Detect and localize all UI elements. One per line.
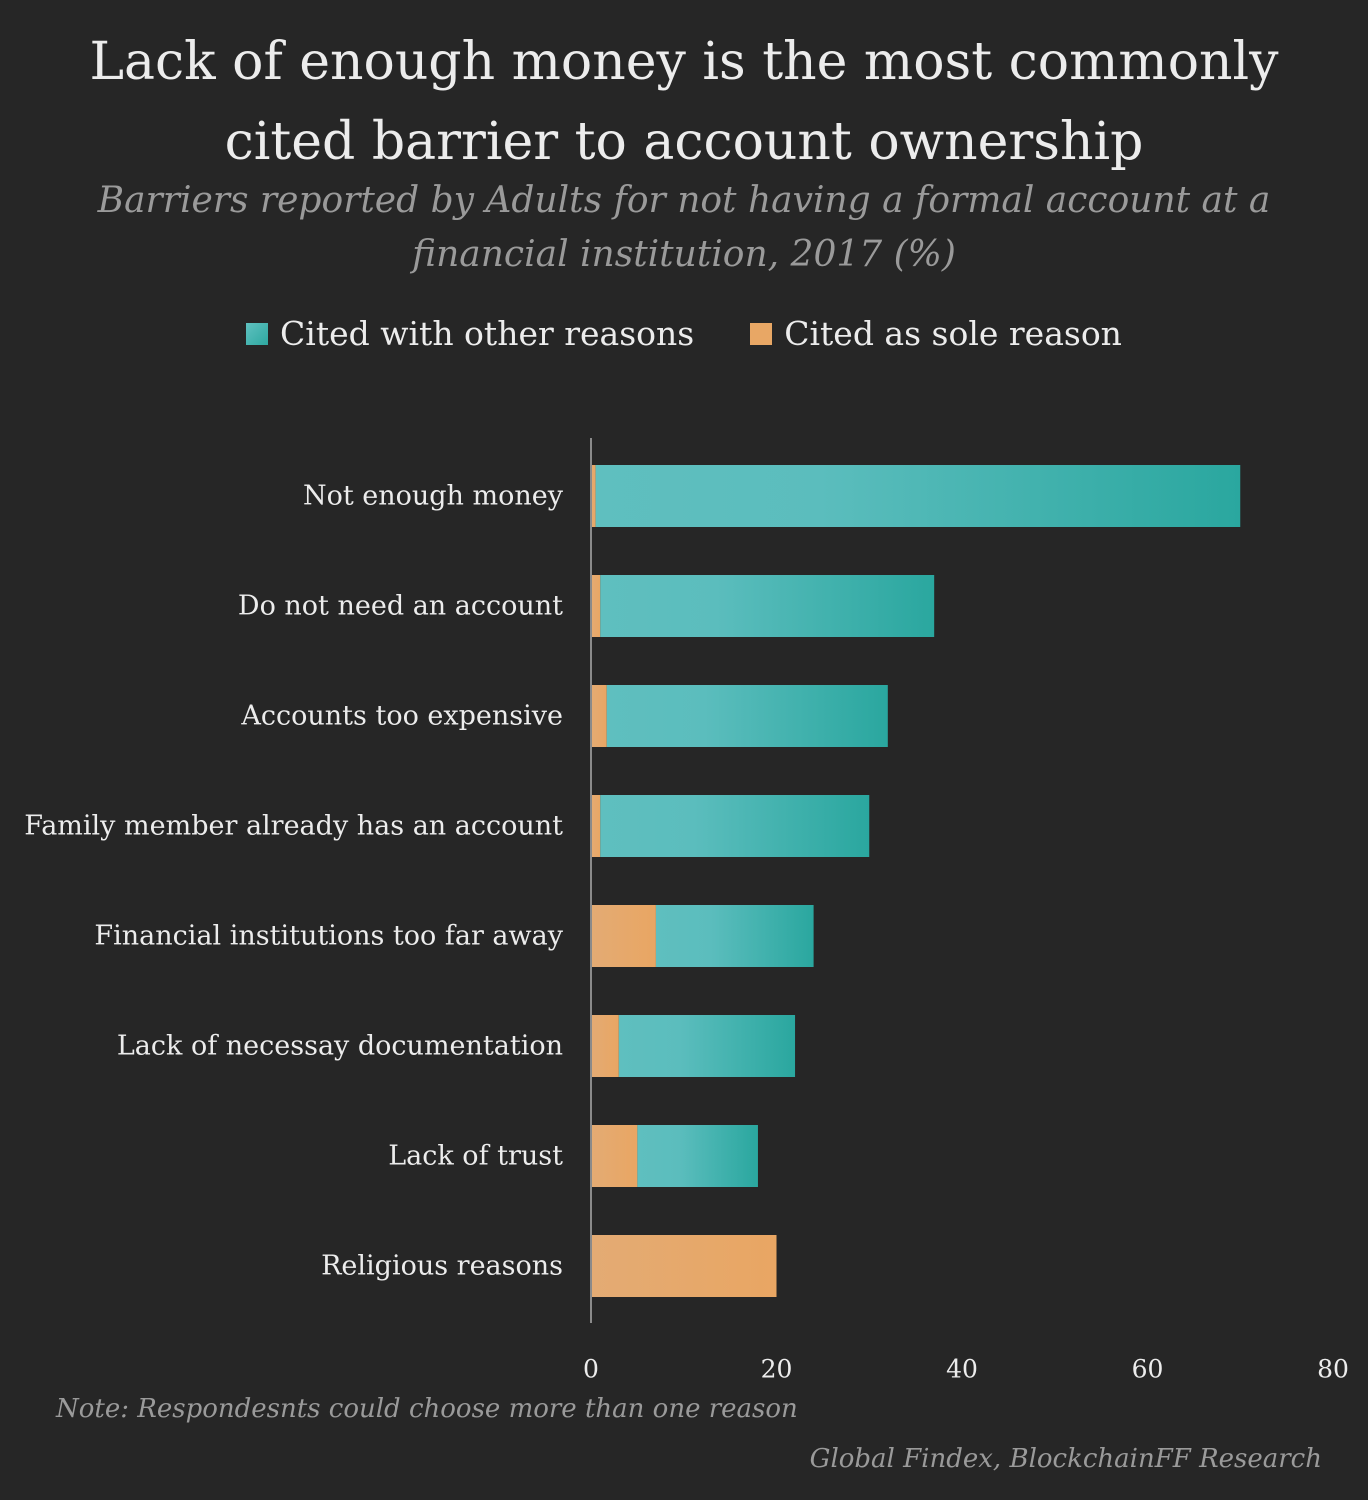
chart-subtitle-line-1: Barriers reported by Adults for not havi… [97,180,1271,221]
chart-title: Lack of enough money is the most commonl… [0,22,1368,182]
bar-do-not-need-an-account-cited-with-other-reasons [600,575,935,637]
chart-title-line-2: cited barrier to account ownership [224,112,1144,172]
bar-financial-institutions-too-far-away-cited-with-other-reasons [655,905,814,967]
chart-legend: Cited with other reasons Cited as sole r… [0,314,1368,353]
category-label-accounts-too-expensive: Accounts too expensive [240,701,563,732]
category-label-financial-institutions-too-far-away: Financial institutions too far away [94,921,563,952]
bar-do-not-need-an-account-cited-as-sole-reason [591,575,601,637]
chart-subtitle-line-2: financial institution, 2017 (%) [412,234,956,275]
x-tick-label-80: 80 [1317,1355,1349,1384]
bar-not-enough-money-cited-as-sole-reason [591,465,596,527]
x-tick-label-20: 20 [761,1355,793,1384]
category-label-lack-of-necessay-documentation: Lack of necessay documentation [117,1031,563,1062]
x-tick-label-60: 60 [1132,1355,1164,1384]
chart-note: Note: Respondesnts could choose more tha… [56,1394,798,1424]
bar-religious-reasons-cited-as-sole-reason [591,1235,777,1297]
bar-accounts-too-expensive-cited-as-sole-reason [591,685,607,747]
bar-family-member-already-has-an-account-cited-with-other-reasons [600,795,870,857]
category-label-not-enough-money: Not enough money [303,481,564,512]
bar-lack-of-trust-cited-with-other-reasons [637,1125,758,1187]
chart-title-line-1: Lack of enough money is the most commonl… [89,32,1279,92]
chart-source: Global Findex, BlockchainFF Research [809,1444,1322,1474]
x-tick-label-40: 40 [946,1355,978,1384]
legend-item-other-reasons: Cited with other reasons [246,314,694,353]
legend-swatch-other-reasons [246,322,269,345]
chart-subtitle: Barriers reported by Adults for not havi… [0,174,1368,282]
legend-item-sole-reason: Cited as sole reason [750,314,1122,353]
bar-accounts-too-expensive-cited-with-other-reasons [606,685,888,747]
bars-layer [591,465,1241,1297]
legend-label-other-reasons: Cited with other reasons [280,314,695,353]
category-labels: Not enough money Do not need an account Ac… [24,481,563,1282]
bar-family-member-already-has-an-account-cited-as-sole-reason [591,795,601,857]
legend-label-sole-reason: Cited as sole reason [784,314,1122,353]
category-label-religious-reasons: Religious reasons [321,1251,563,1282]
x-tick-label-0: 0 [583,1355,599,1384]
x-axis-ticks: 0 20 40 60 80 [583,1355,1349,1384]
legend-swatch-sole-reason [750,322,773,345]
bar-lack-of-necessay-documentation-cited-as-sole-reason [591,1015,619,1077]
bar-financial-institutions-too-far-away-cited-as-sole-reason [591,905,656,967]
category-label-family-member-already-has-an-account: Family member already has an account [24,811,563,842]
bar-not-enough-money-cited-with-other-reasons [595,465,1241,527]
bar-lack-of-necessay-documentation-cited-with-other-reasons [618,1015,796,1077]
category-label-lack-of-trust: Lack of trust [388,1141,563,1172]
bar-lack-of-trust-cited-as-sole-reason [591,1125,638,1187]
category-label-do-not-need-an-account: Do not need an account [238,591,563,622]
